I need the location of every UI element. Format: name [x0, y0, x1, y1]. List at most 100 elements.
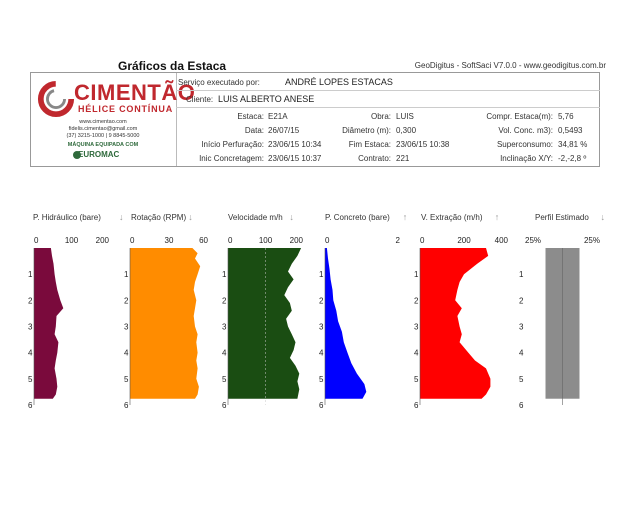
chart-title: Rotação (RPM) — [131, 213, 186, 222]
depth-tick-label: 6 — [222, 401, 227, 410]
field-mid-value: 221 — [396, 154, 410, 163]
depth-tick-label: 1 — [222, 270, 227, 279]
x-tick-label: 100 — [259, 236, 273, 245]
x-tick-label: 0 — [325, 236, 330, 245]
field-right-label: Superconsumo: — [496, 140, 553, 149]
depth-tick-label: 4 — [519, 349, 524, 358]
chart-title: P. Concreto (bare) — [325, 213, 390, 222]
series-area — [130, 248, 201, 399]
depth-tick-label: 5 — [124, 375, 129, 384]
depth-tick-label: 6 — [319, 401, 324, 410]
field-mid-value: 0,300 — [396, 126, 417, 135]
page-title: Gráficos da Estaca — [118, 59, 227, 73]
software-credit: GeoDigitus - SoftSaci V7.0.0 - www.geodi… — [414, 61, 606, 70]
field-mid-label: Contrato: — [358, 154, 391, 163]
depth-tick-label: 1 — [414, 270, 419, 279]
depth-tick-label: 1 — [519, 270, 524, 279]
field-left-label: Data: — [244, 126, 264, 135]
x-tick-label: 60 — [199, 236, 208, 245]
depth-tick-label: 6 — [28, 401, 33, 410]
depth-tick-label: 4 — [222, 349, 227, 358]
depth-tick-label: 5 — [414, 375, 419, 384]
company-email: fidelis.cimentao@gmail.com — [68, 126, 138, 132]
field-mid-label: Obra: — [370, 112, 391, 121]
x-tick-label: 30 — [165, 236, 174, 245]
depth-tick-label: 2 — [319, 296, 324, 305]
divider — [176, 90, 600, 91]
field-mid-label: Diâmetro (m): — [342, 126, 391, 135]
arrow-down-icon: ↓ — [289, 212, 294, 222]
depth-tick-label: 5 — [222, 375, 227, 384]
series-area — [34, 248, 64, 399]
company-name: CIMENTÃO — [74, 80, 196, 105]
field-left-value: 23/06/15 10:37 — [268, 154, 322, 163]
depth-tick-label: 2 — [519, 296, 524, 305]
x-tick-label: 0 — [228, 236, 233, 245]
depth-tick-label: 1 — [124, 270, 129, 279]
service-value: ANDRÉ LOPES ESTACAS — [285, 77, 393, 87]
series-area — [228, 248, 302, 399]
euromac-logo-icon — [73, 151, 81, 159]
header-box — [30, 72, 600, 167]
x-tick-label: 100 — [65, 236, 79, 245]
chart-title: P. Hidráulico (bare) — [33, 213, 101, 222]
field-right-value: 34,81 % — [558, 140, 588, 149]
company-logo-area — [31, 73, 177, 166]
cimentao-logo-icon — [37, 80, 75, 118]
x-tick-label: 400 — [495, 236, 509, 245]
service-label: Serviço executado por: — [178, 78, 260, 87]
field-right-value: 5,76 — [558, 112, 574, 121]
divider — [176, 107, 600, 108]
depth-tick-label: 2 — [28, 296, 33, 305]
field-right-label: Compr. Estaca(m): — [486, 112, 553, 121]
depth-tick-label: 3 — [28, 323, 33, 332]
arrow-up-icon: ↑ — [403, 212, 408, 222]
depth-tick-label: 1 — [319, 270, 324, 279]
chart-title: Velocidade m/h — [228, 213, 283, 222]
depth-tick-label: 1 — [28, 270, 33, 279]
client-value: LUIS ALBERTO ANESE — [218, 94, 315, 104]
depth-tick-label: 2 — [414, 296, 419, 305]
company-tagline: HÉLICE CONTÍNUA — [78, 104, 173, 114]
chart-title: V. Extração (m/h) — [421, 213, 483, 222]
field-mid-value: LUIS — [396, 112, 414, 121]
field-left-value: 23/06/15 10:34 — [268, 140, 322, 149]
partner-caption: MÁQUINA EQUIPADA COM — [67, 142, 139, 148]
arrow-up-icon: ↑ — [495, 212, 500, 222]
depth-tick-label: 4 — [414, 349, 419, 358]
depth-tick-label: 6 — [124, 401, 129, 410]
depth-tick-label: 3 — [222, 323, 227, 332]
depth-tick-label: 3 — [124, 323, 129, 332]
depth-tick-label: 3 — [319, 323, 324, 332]
depth-tick-label: 6 — [519, 401, 524, 410]
series-area — [420, 248, 491, 399]
x-tick-label: 200 — [96, 236, 110, 245]
depth-tick-label: 5 — [28, 375, 33, 384]
arrow-down-icon: ↓ — [601, 212, 606, 222]
x-tick-label: 25% — [525, 236, 541, 245]
depth-tick-label: 2 — [124, 296, 129, 305]
field-right-value: -2,-2,8 º — [558, 154, 587, 163]
field-right-label: Inclinação X/Y: — [500, 154, 553, 163]
field-left-value: 26/07/15 — [268, 126, 300, 135]
field-left-label: Inic Concretagem: — [199, 154, 264, 163]
field-left-label: Estaca: — [237, 112, 264, 121]
company-website: www.cimentao.com — [79, 119, 127, 125]
x-tick-label: 25% — [584, 236, 600, 245]
x-tick-label: 0 — [130, 236, 135, 245]
depth-tick-label: 5 — [519, 375, 524, 384]
depth-tick-label: 4 — [319, 349, 324, 358]
arrow-down-icon: ↓ — [188, 212, 193, 222]
field-mid-label: Fim Estaca: — [348, 140, 391, 149]
depth-tick-label: 3 — [519, 323, 524, 332]
partner-name: EUROMAC — [78, 150, 120, 159]
depth-tick-label: 4 — [28, 349, 33, 358]
field-right-label: Vol. Conc. m3): — [498, 126, 553, 135]
client-label: Cliente: — [186, 95, 214, 104]
x-tick-label: 2 — [396, 236, 401, 245]
field-left-label: Início Perfuração: — [201, 140, 264, 149]
field-mid-value: 23/06/15 10:38 — [396, 140, 450, 149]
x-tick-label: 0 — [34, 236, 39, 245]
x-tick-label: 0 — [420, 236, 425, 245]
x-tick-label: 200 — [457, 236, 471, 245]
